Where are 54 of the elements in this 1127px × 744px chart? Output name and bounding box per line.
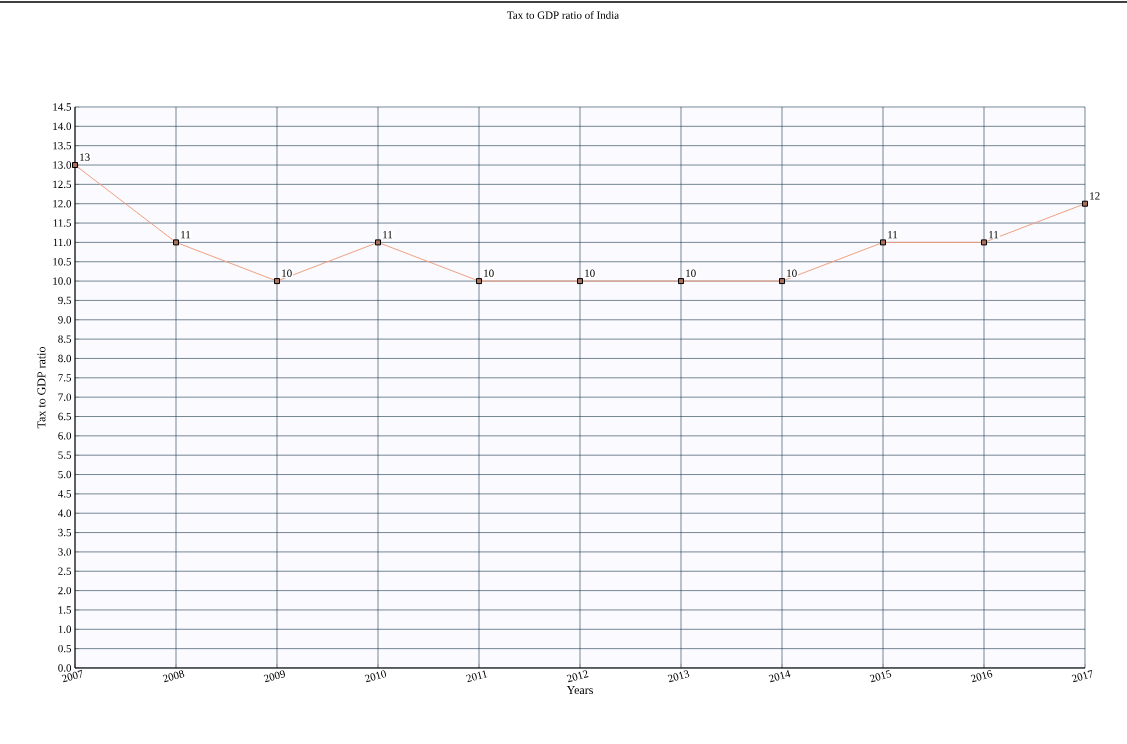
y-tick-label: 12.5 (53, 180, 72, 189)
y-tick-label: 3.5 (58, 528, 72, 537)
data-label: 11 (888, 230, 898, 239)
y-tick-label: 10.5 (53, 258, 72, 266)
y-tick-label: 1.0 (58, 625, 72, 634)
x-tick-label: 2012 (566, 670, 589, 683)
x-tick-label: 2014 (768, 670, 791, 683)
y-tick-label: 9.0 (58, 316, 72, 324)
data-label: 10 (282, 269, 292, 277)
y-tick-label: 14.0 (53, 122, 72, 131)
x-tick-label: 2015 (869, 670, 892, 683)
data-label: 11 (989, 230, 999, 239)
y-tick-label: 8.0 (58, 354, 72, 363)
y-tick-label: 5.0 (58, 470, 72, 479)
data-label: 10 (585, 269, 595, 277)
data-label: 12 (1090, 192, 1100, 200)
data-label: 11 (181, 230, 191, 239)
y-tick-label: 1.5 (58, 606, 72, 614)
y-tick-label: 13.5 (53, 141, 72, 150)
y-tick-label: 13.0 (53, 161, 72, 169)
x-tick-label: 2008 (162, 670, 185, 683)
y-tick-label: 8.5 (58, 335, 72, 343)
chart-title: Tax to GDP ratio of India (507, 11, 619, 19)
y-tick-label: 4.5 (58, 490, 72, 498)
y-tick-label: 0.0 (58, 664, 72, 672)
y-tick-label: 5.5 (58, 451, 72, 459)
y-tick-label: 0.5 (58, 644, 72, 653)
y-tick-label: 7.5 (58, 374, 72, 382)
x-tick-label: 2011 (466, 670, 488, 683)
y-axis-title: Tax to GDP ratio (37, 347, 46, 429)
y-tick-label: 2.5 (58, 567, 72, 575)
y-tick-label: 11.0 (53, 238, 72, 247)
x-tick-label: 2009 (263, 670, 285, 683)
y-tick-label: 11.5 (53, 219, 72, 227)
y-tick-label: 12.0 (53, 199, 72, 208)
y-tick-label: 14.5 (53, 103, 72, 111)
x-tick-label: 2013 (667, 670, 690, 683)
data-label: 13 (80, 153, 90, 161)
y-tick-label: 2.0 (58, 586, 72, 595)
y-tick-label: 6.5 (58, 412, 72, 421)
y-tick-label: 3.0 (58, 548, 72, 556)
y-tick-label: 9.5 (58, 296, 72, 305)
data-label: 10 (484, 269, 494, 277)
data-label: 10 (686, 269, 696, 277)
y-tick-label: 10.0 (53, 277, 72, 285)
y-tick-label: 4.0 (58, 509, 72, 517)
data-label: 11 (383, 230, 393, 239)
x-tick-label: 2010 (364, 670, 387, 683)
y-tick-label: 7.0 (58, 393, 72, 401)
y-tick-label: 6.0 (58, 432, 72, 440)
x-tick-label: 2017 (1071, 669, 1092, 683)
x-tick-label: 2016 (970, 670, 993, 683)
x-axis-title: Years (566, 686, 593, 695)
data-label: 10 (787, 269, 797, 277)
